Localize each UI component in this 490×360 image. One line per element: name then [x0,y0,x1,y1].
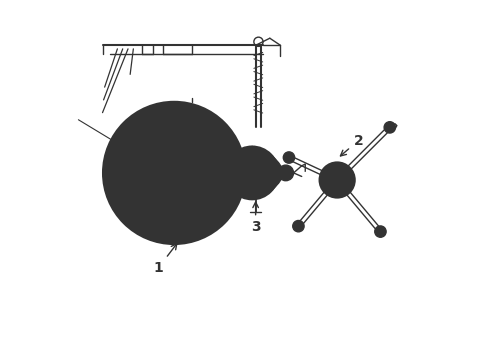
Circle shape [319,162,355,198]
Circle shape [260,188,265,193]
Circle shape [103,102,245,244]
Circle shape [283,152,294,163]
Circle shape [155,153,194,192]
Circle shape [230,170,235,175]
Circle shape [260,153,265,158]
Circle shape [375,226,386,237]
Circle shape [238,152,280,194]
Circle shape [250,157,282,189]
Text: 3: 3 [251,202,261,234]
Circle shape [293,220,304,232]
Circle shape [384,122,395,133]
Circle shape [278,165,294,181]
Text: 2: 2 [341,134,363,156]
Circle shape [172,170,177,176]
Text: 1: 1 [153,244,177,275]
Circle shape [225,146,279,199]
